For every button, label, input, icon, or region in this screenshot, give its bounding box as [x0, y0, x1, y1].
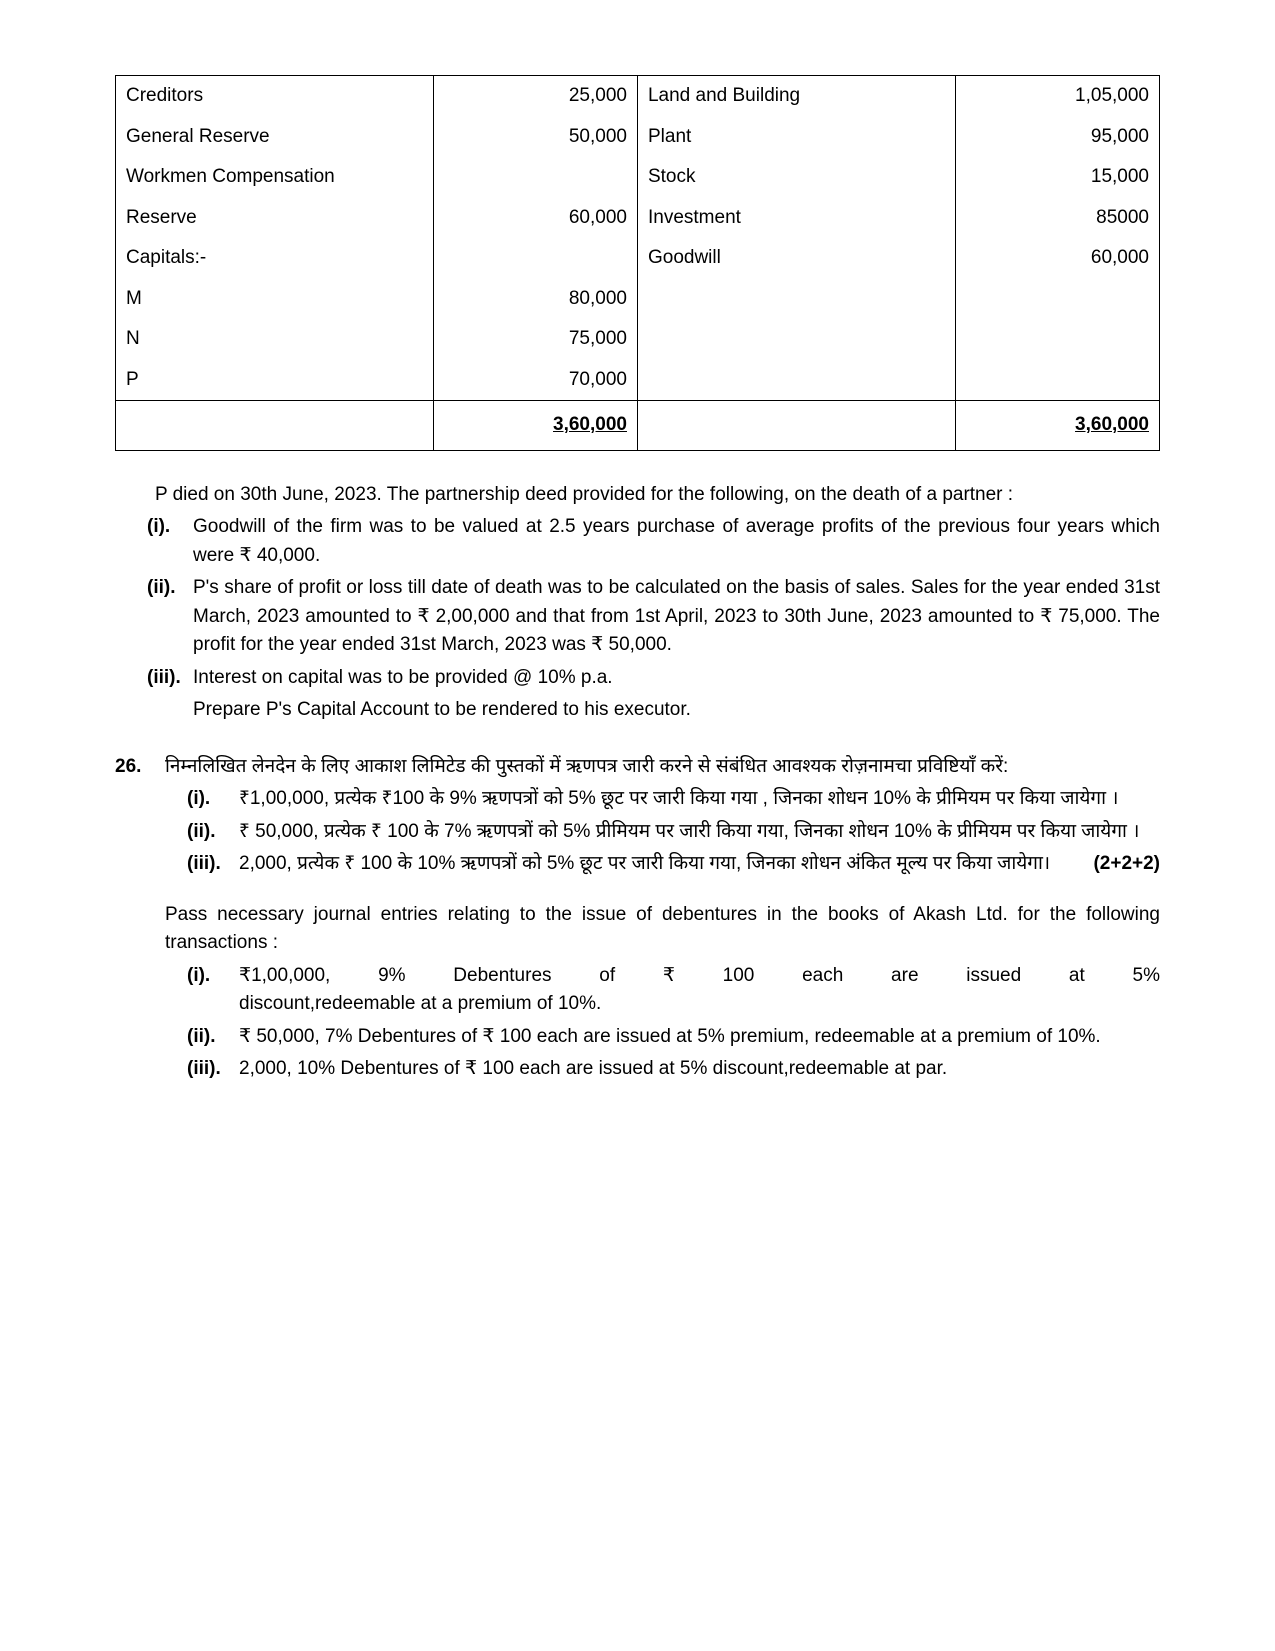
cell-right-amount: 1,05,000: [955, 76, 1159, 117]
list-content: ₹1,00,000, 9% Debentures of ₹ 100 each a…: [239, 962, 1160, 1019]
table-row: M 80,000: [116, 279, 1160, 320]
list-marker: (iii).: [145, 664, 193, 693]
list-content: P's share of profit or loss till date of…: [193, 574, 1160, 660]
list-content: ₹ 50,000, 7% Debentures of ₹ 100 each ar…: [239, 1023, 1160, 1052]
table-row: Reserve 60,000 Investment 85000: [116, 198, 1160, 239]
list-marker: (i).: [185, 785, 239, 814]
total-right: 3,60,000: [955, 401, 1159, 451]
balance-sheet-table: Creditors 25,000 Land and Building 1,05,…: [115, 75, 1160, 451]
table-row: Workmen Compensation Stock 15,000: [116, 157, 1160, 198]
list-marker: (iii).: [185, 1055, 239, 1084]
list-content: Interest on capital was to be provided @…: [193, 664, 1160, 693]
list-item: (ii). P's share of profit or loss till d…: [145, 574, 1160, 660]
list-marker: (ii).: [145, 574, 193, 660]
list-content: 2,000, प्रत्येक ₹ 100 के 10% ऋणपत्रों को…: [239, 850, 1160, 879]
marks-label: (2+2+2): [1093, 850, 1160, 879]
question-number: 26.: [115, 753, 165, 1088]
hindi-item-text: 2,000, प्रत्येक ₹ 100 के 10% ऋणपत्रों को…: [239, 853, 1050, 874]
list-item: (iii). 2,000, प्रत्येक ₹ 100 के 10% ऋणपत…: [185, 850, 1160, 879]
table-row: General Reserve 50,000 Plant 95,000: [116, 117, 1160, 158]
table-row: N 75,000: [116, 319, 1160, 360]
question-26: 26. निम्नलिखित लेनदेन के लिए आकाश लिमिटे…: [115, 753, 1160, 1088]
total-left: 3,60,000: [433, 401, 637, 451]
list-item: (i). ₹1,00,000, 9% Debentures of ₹ 100 e…: [185, 962, 1160, 1019]
table-total-row: 3,60,000 3,60,000: [116, 401, 1160, 451]
list-item: (iii). 2,000, 10% Debentures of ₹ 100 ea…: [185, 1055, 1160, 1084]
table-row: Creditors 25,000 Land and Building 1,05,…: [116, 76, 1160, 117]
list-marker: (i).: [145, 513, 193, 570]
list-marker: (ii).: [185, 818, 239, 847]
list-item: (ii). ₹ 50,000, 7% Debentures of ₹ 100 e…: [185, 1023, 1160, 1052]
list-marker: (i).: [185, 962, 239, 1019]
list-marker: (iii).: [185, 850, 239, 879]
eng-item-line1: ₹1,00,000, 9% Debentures of ₹ 100 each a…: [239, 962, 1160, 991]
table-row: Capitals:- Goodwill 60,000: [116, 238, 1160, 279]
list-item: (i). ₹1,00,000, प्रत्येक ₹100 के 9% ऋणपत…: [185, 785, 1160, 814]
list-marker: (ii).: [185, 1023, 239, 1052]
list-item: (ii). ₹ 50,000, प्रत्येक ₹ 100 के 7% ऋणप…: [185, 818, 1160, 847]
english-intro: Pass necessary journal entries relating …: [165, 901, 1160, 958]
cell-right-label: Land and Building: [637, 76, 955, 117]
list-item: (iii). Interest on capital was to be pro…: [145, 664, 1160, 693]
paragraph-intro: P died on 30th June, 2023. The partnersh…: [155, 481, 1160, 510]
list-content: 2,000, 10% Debentures of ₹ 100 each are …: [239, 1055, 1160, 1084]
list-item: (i). Goodwill of the firm was to be valu…: [145, 513, 1160, 570]
list-content: ₹1,00,000, प्रत्येक ₹100 के 9% ऋणपत्रों …: [239, 785, 1160, 814]
hindi-intro: निम्नलिखित लेनदेन के लिए आकाश लिमिटेड की…: [165, 753, 1160, 782]
list-content: Goodwill of the firm was to be valued at…: [193, 513, 1160, 570]
prepare-instruction: Prepare P's Capital Account to be render…: [145, 696, 1160, 725]
list-content: ₹ 50,000, प्रत्येक ₹ 100 के 7% ऋणपत्रों …: [239, 818, 1160, 847]
table-row: P 70,000: [116, 360, 1160, 401]
cell-left-label: Creditors: [116, 76, 434, 117]
cell-left-amount: 25,000: [433, 76, 637, 117]
eng-item-line2: discount,redeemable at a premium of 10%.: [239, 990, 1160, 1019]
